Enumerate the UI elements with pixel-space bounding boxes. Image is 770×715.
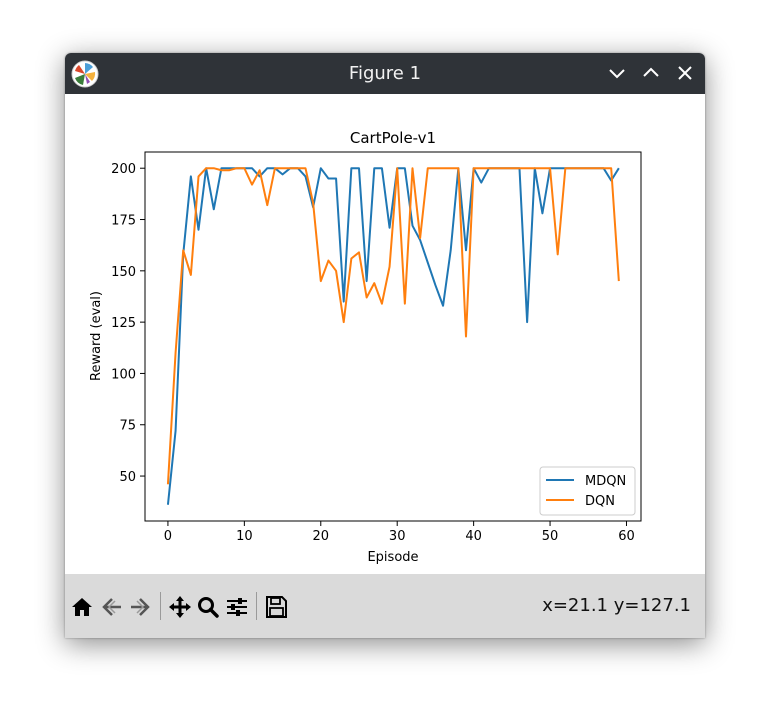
line-chart: 0 10 20 30 40 50 60 50 75 100 125 150 175 200 CartPol…: [65, 94, 705, 574]
y-tick-label: 150: [111, 265, 136, 280]
chevron-down-icon[interactable]: [607, 63, 627, 83]
legend-label-mdqn: MDQN: [585, 474, 626, 489]
configure-subplots-icon[interactable]: [224, 594, 250, 620]
chevron-up-icon[interactable]: [641, 63, 661, 83]
x-tick-label: 40: [465, 529, 482, 544]
y-tick-label: 100: [111, 367, 136, 382]
x-tick-label: 0: [164, 529, 172, 544]
x-tick-label: 30: [389, 529, 406, 544]
y-axis-label: Reward (eval): [89, 291, 104, 381]
figure-window: Figure 1 0 10 20 30 40 50 60 50 75 100 125 150 175 20…: [65, 53, 705, 638]
toolbar-separator: [256, 592, 257, 620]
title-bar[interactable]: Figure 1: [65, 53, 705, 94]
x-tick-label: 20: [313, 529, 330, 544]
save-disk-icon[interactable]: [263, 594, 289, 620]
pan-move-icon[interactable]: [167, 594, 193, 620]
legend: MDQN DQN: [540, 467, 635, 515]
y-tick-label: 200: [111, 162, 136, 177]
x-tick-label: 10: [236, 529, 253, 544]
x-axis-label: Episode: [367, 550, 418, 565]
y-tick-label: 125: [111, 316, 136, 331]
legend-label-dqn: DQN: [585, 494, 615, 509]
chart-title: CartPole-v1: [350, 129, 436, 147]
x-tick-label: 50: [542, 529, 559, 544]
zoom-magnifier-icon[interactable]: [195, 594, 221, 620]
figure-canvas[interactable]: 0 10 20 30 40 50 60 50 75 100 125 150 175 200 CartPol…: [65, 94, 705, 574]
y-tick-label: 75: [119, 419, 136, 434]
navigation-toolbar: x=21.1 y=127.1: [65, 574, 705, 638]
cursor-coordinates: x=21.1 y=127.1: [542, 574, 691, 638]
x-tick-label: 60: [618, 529, 635, 544]
toolbar-separator: [160, 592, 161, 620]
close-icon[interactable]: [675, 63, 695, 83]
home-icon[interactable]: [69, 594, 95, 620]
y-tick-label: 50: [119, 470, 136, 485]
back-arrow-icon[interactable]: [99, 594, 125, 620]
series-line-dqn: [168, 168, 619, 484]
forward-arrow-icon[interactable]: [127, 594, 153, 620]
y-tick-label: 175: [111, 214, 136, 229]
